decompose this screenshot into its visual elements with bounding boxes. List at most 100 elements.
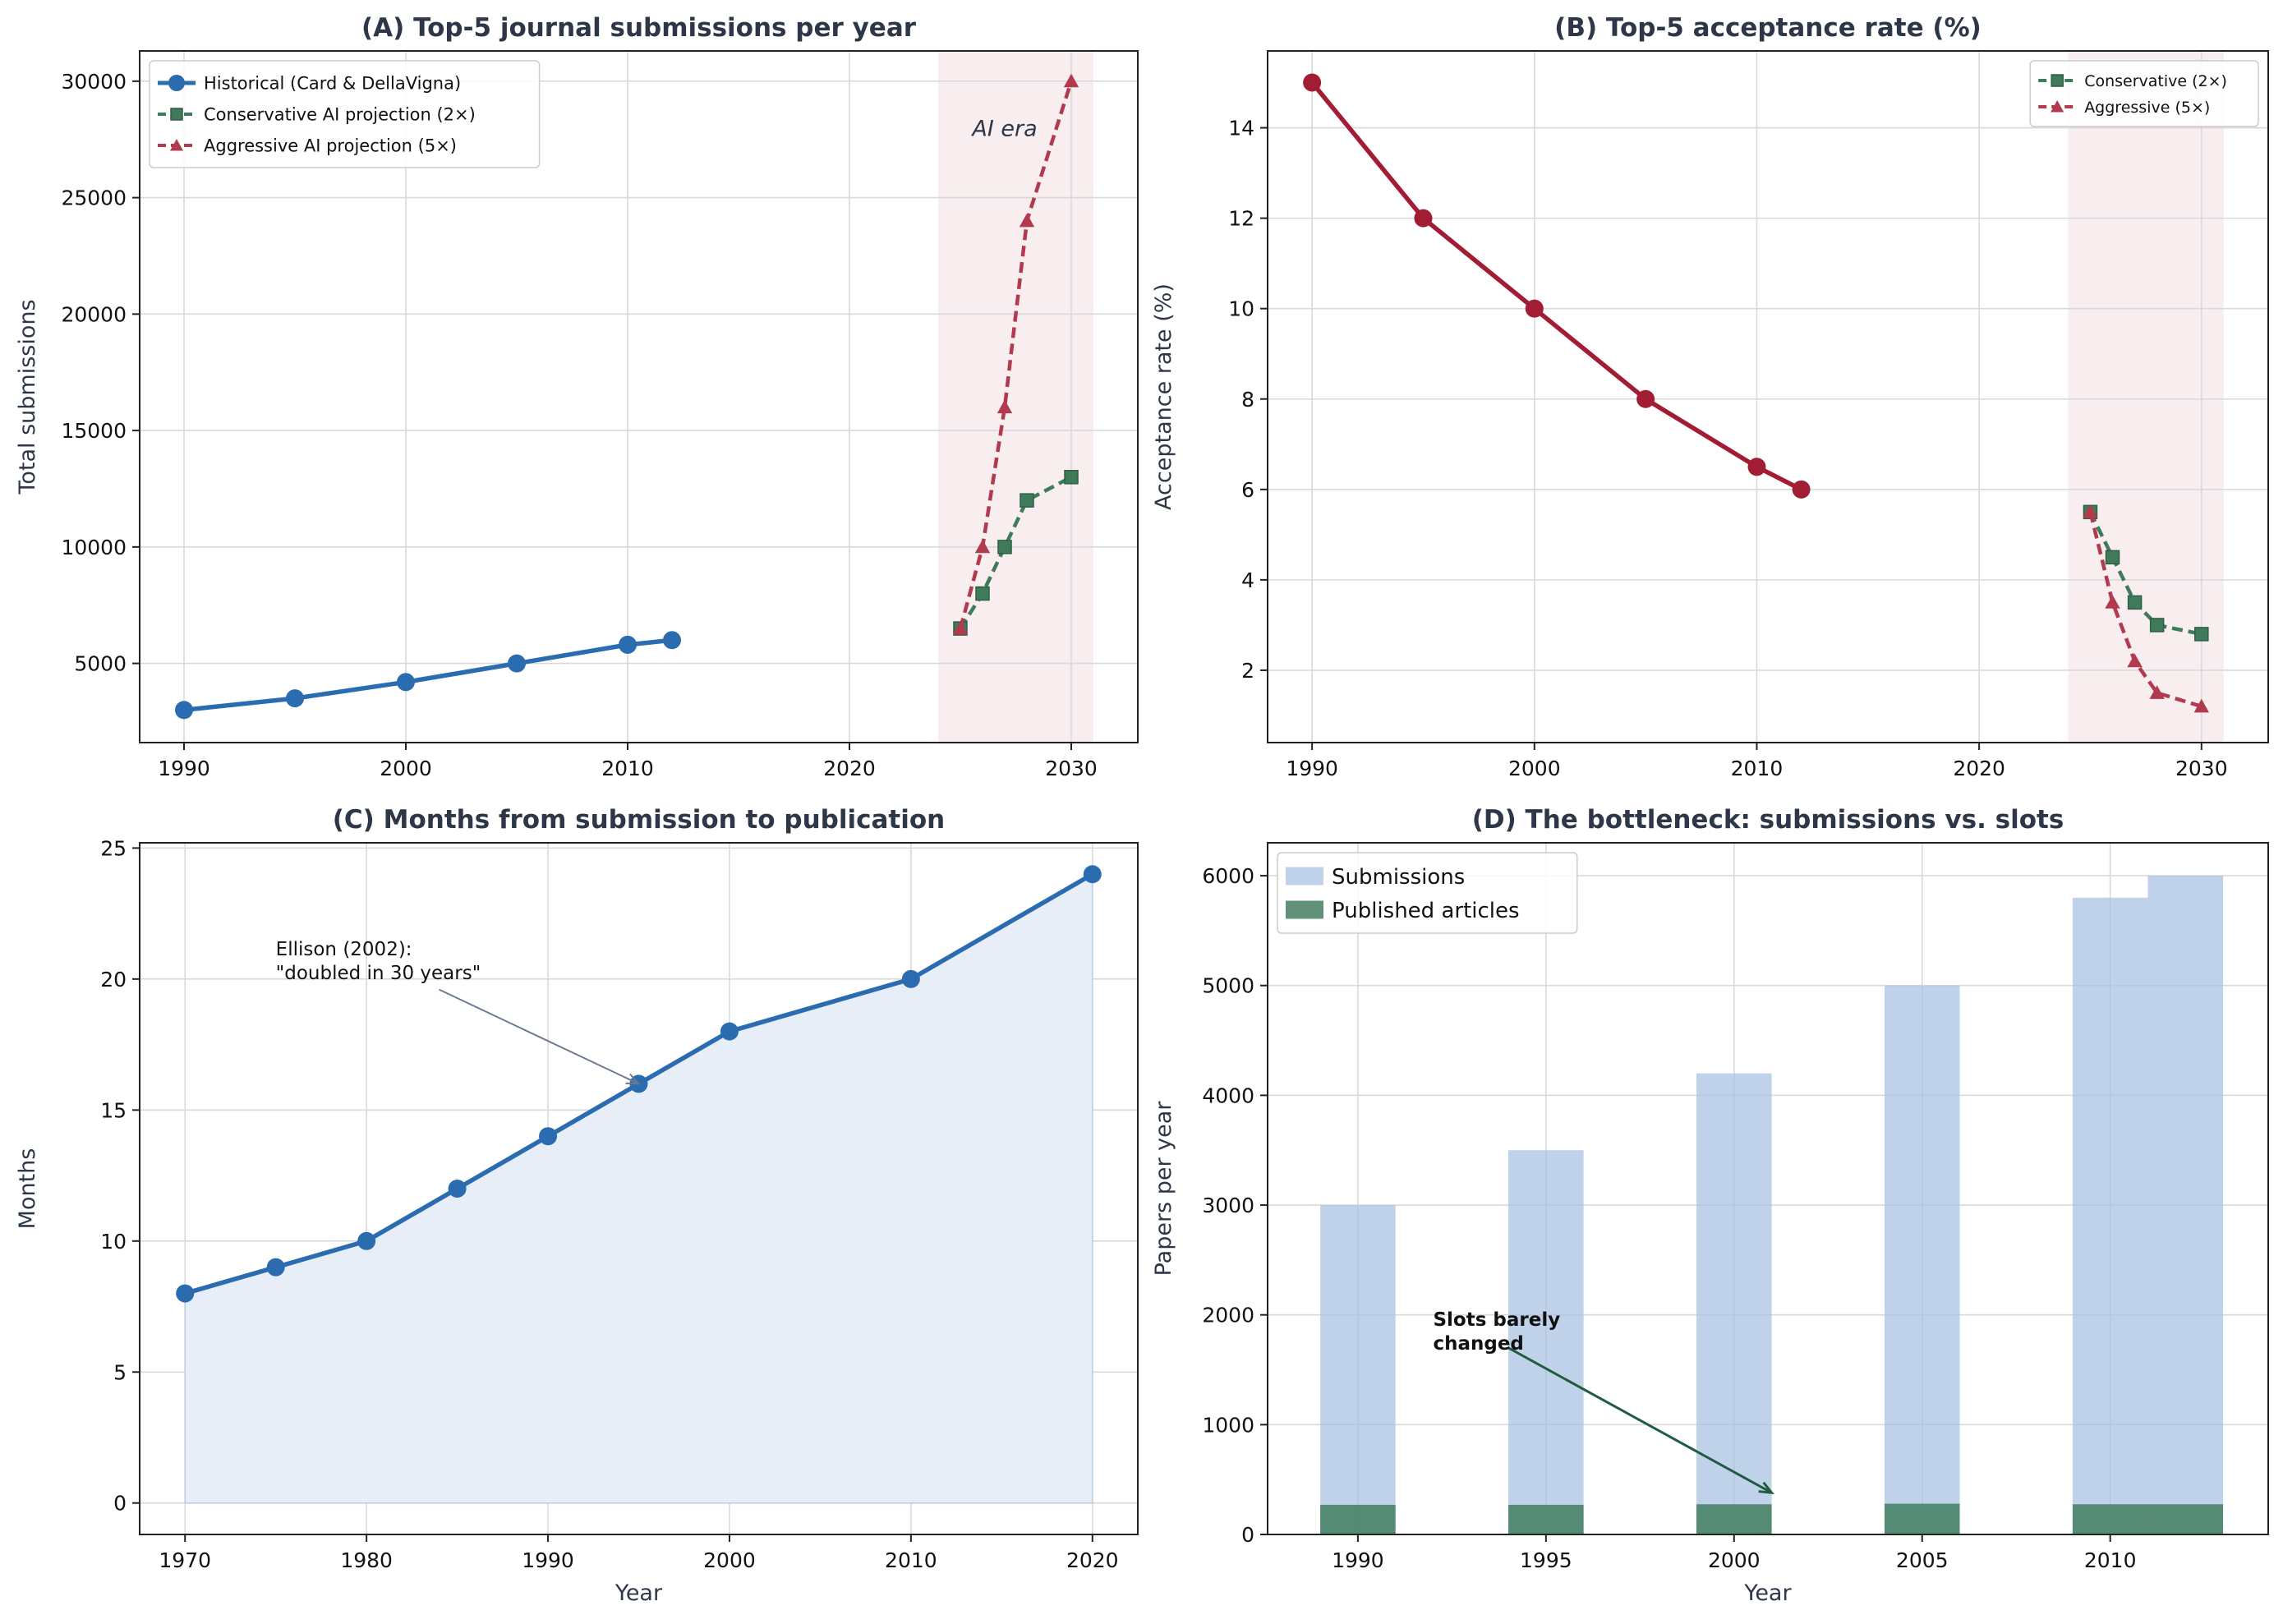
data-point [176,1284,195,1303]
x-tick-label: 2000 [1508,757,1561,780]
annotation-text: Ellison (2002): [276,939,412,960]
x-tick-label: 1980 [340,1548,393,1572]
ai-era-label: AI era [970,117,1037,142]
legend-label: Aggressive AI projection (5×) [204,136,457,156]
x-axis-label: Year [1743,1580,1792,1606]
annotation-text: changed [1433,1333,1523,1355]
y-tick-label: 20000 [61,302,127,326]
y-tick-label: 8 [1241,388,1254,412]
y-tick-label: 4000 [1202,1083,1254,1107]
x-tick-label: 2000 [380,757,432,780]
legend-label: Historical (Card & DellaVigna) [204,74,461,94]
y-tick-label: 12 [1228,207,1254,231]
data-point [357,1231,376,1250]
bar-published [1884,1503,1960,1534]
x-tick-label: 2010 [2084,1548,2137,1572]
y-axis-label: Papers per year [1151,1101,1176,1277]
chart-title: (C) Months from submission to publicatio… [333,805,945,835]
data-point [901,969,920,988]
x-tick-label: 2030 [2175,757,2228,780]
y-tick-label: 15 [100,1098,127,1122]
x-tick-label: 1995 [1520,1548,1572,1572]
data-point [1792,480,1811,499]
legend-label: Published articles [1332,899,1520,923]
x-tick-label: 2010 [885,1548,937,1572]
data-point [2127,653,2143,668]
panel-a: 1990 2000 2010 2020 2030 5000 10000 15000 20000 2… [15,13,1139,780]
x-tick-label: 1990 [158,757,210,780]
y-tick-label: 6 [1241,478,1254,502]
data-point [2193,698,2209,713]
data-point [2194,627,2209,642]
data-point [975,586,990,601]
data-point [663,631,681,650]
bar-submissions [1884,985,1960,1534]
y-tick-label: 3000 [1202,1194,1254,1217]
data-point [2083,504,2098,518]
x-tick-label: 1990 [522,1548,574,1572]
panel-b: 1990 2000 2010 2020 2030 2 4 6 8 10 12 14 (B) Top-5 … [1151,13,2269,780]
y-tick-label: 20 [100,968,127,991]
legend: Historical (Card & DellaVigna) Conservati… [149,60,541,168]
legend: Submissions Published articles [1277,852,1578,934]
data-point [286,689,304,708]
y-tick-label: 15000 [61,419,127,443]
x-axis-label: Year [614,1580,663,1606]
bar-published [2147,1504,2224,1534]
bar-submissions [1508,1150,1584,1534]
y-tick-label: 2 [1241,659,1254,683]
x-tick-label: 1970 [159,1548,211,1572]
legend-marker [169,138,184,151]
legend-marker [170,108,183,121]
y-tick-label: 10000 [61,536,127,559]
y-tick-label: 2000 [1202,1304,1254,1327]
ai-era-shading [938,51,1093,743]
legend-swatch [1286,867,1323,886]
legend-box [2029,60,2259,127]
plot-frame [139,842,1139,1535]
data-point [1019,213,1035,228]
data-point [539,1127,558,1146]
series-line-0 [1310,81,1802,492]
panel-d: 1990 1995 2000 2005 2010 0 1000 2000 3000 4000 500… [1151,805,2269,1606]
bar-published [2072,1504,2148,1534]
data-point [1020,493,1034,508]
data-point [2105,595,2120,609]
data-point [175,701,193,720]
series-line-0 [183,637,673,713]
chart-title: (A) Top-5 journal submissions per year [361,13,917,43]
legend-label: Aggressive (5×) [2084,99,2210,117]
data-point [997,399,1013,414]
x-tick-label: 2020 [1953,757,2005,780]
bar-submissions [1696,1073,1772,1534]
y-axis-label: Total submissions [15,299,40,495]
data-point [1636,389,1655,408]
legend-box [149,60,541,168]
legend: Conservative (2×) Aggressive (5×) [2029,60,2259,127]
data-point [266,1258,285,1277]
legend-label: Submissions [1332,865,1465,890]
chart-title: (D) The bottleneck: submissions vs. slot… [1472,805,2064,835]
data-point [1064,470,1079,485]
data-point [448,1180,467,1198]
x-tick-label: 2000 [703,1548,756,1572]
data-point [1063,73,1079,88]
legend-label: Conservative (2×) [2084,72,2227,90]
y-tick-label: 25 [100,836,127,860]
data-point [997,540,1012,554]
data-point [508,654,526,673]
y-tick-label: 6000 [1202,864,1254,888]
y-tick-label: 0 [1241,1523,1254,1547]
y-tick-label: 5000 [1202,974,1254,998]
x-tick-label: 2005 [1896,1548,1949,1572]
data-point [619,635,637,654]
x-tick-label: 2020 [1066,1548,1119,1572]
x-tick-label: 2010 [1731,757,1784,780]
annotation-arrow [1507,1346,1773,1494]
bar-submissions [2147,876,2224,1534]
legend-marker [168,75,185,91]
chart-title: (B) Top-5 acceptance rate (%) [1554,13,1982,43]
series-line-2 [958,81,1074,629]
plot-frame [139,50,1139,743]
data-point [1525,299,1544,318]
